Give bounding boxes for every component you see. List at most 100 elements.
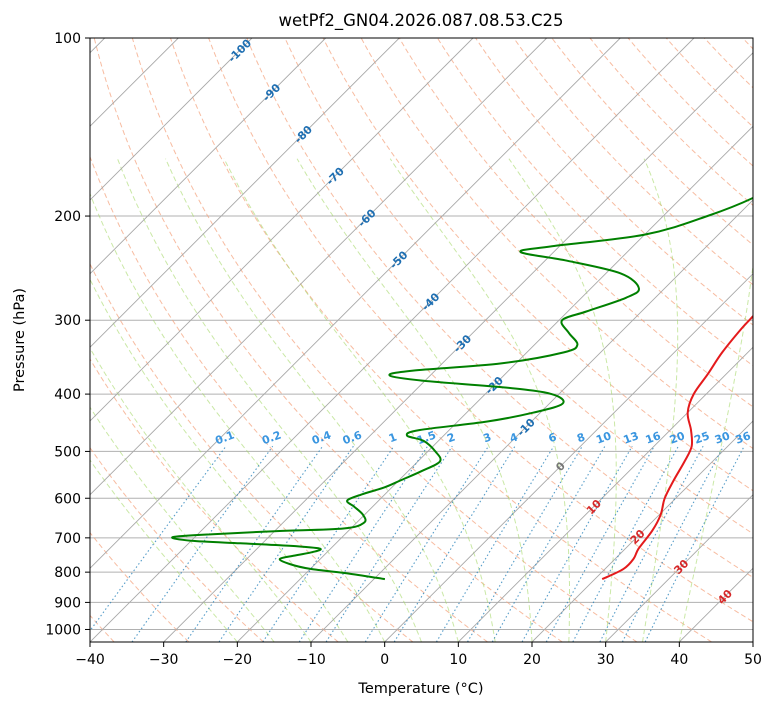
mixing-ratio-line (545, 445, 655, 642)
mixing-ratio-label: 16 (644, 429, 663, 447)
mixing-ratio-line (364, 445, 489, 642)
mixing-ratio-label: 0.1 (213, 429, 236, 448)
y-tick-label: 600 (54, 491, 81, 507)
plot-frame (89, 37, 754, 643)
y-tick-label: 200 (54, 209, 81, 225)
isotherm-line (531, 420, 753, 642)
moist-adiabat (90, 347, 312, 642)
isotherm-line (90, 38, 548, 496)
mixing-ratio-line (644, 445, 745, 642)
moist-adiabats (90, 158, 753, 642)
y-tick-label: 800 (54, 565, 81, 581)
dry-adiabat (284, 38, 753, 535)
mixing-ratio-label: 30 (713, 429, 732, 447)
dry-adiabat (589, 38, 753, 206)
dry-adiabat (475, 38, 753, 326)
isotherm-line (384, 273, 753, 642)
x-tick-label: −40 (75, 652, 105, 668)
mixing-ratio-label: 0.6 (341, 428, 364, 447)
plot-area: 0.1 0.2 0.4 0.6 1 1.5 2 3 4 6 8 10 13 16 20 25 30 36-100-… (90, 36, 753, 642)
moist-adiabat (90, 459, 238, 642)
isotherm-line (678, 567, 753, 642)
x-axis: −40 −30 −20 −10 0 10 20 30 40 50 (75, 642, 762, 668)
y-tick-label: 1000 (45, 622, 81, 638)
x-axis-title: Temperature (°C) (357, 681, 483, 697)
isotherm-label: -50 (387, 248, 410, 271)
chart-title: wetPf2_GN04.2026.087.08.53.C25 (279, 11, 564, 31)
isotherm-line (90, 38, 474, 422)
isotherm-label: 10 (584, 497, 604, 517)
mixing-ratio-line (325, 445, 453, 642)
dry-adiabat (665, 38, 753, 128)
mixing-ratio-label: 0.4 (310, 428, 333, 447)
x-tick-label: −30 (149, 652, 179, 668)
y-tick-label: 400 (54, 387, 81, 403)
moist-adiabat (90, 406, 275, 642)
isotherm-line (90, 38, 253, 201)
mixing-ratio-label: 6 (547, 430, 559, 445)
x-tick-label: −20 (223, 652, 253, 668)
background-labels: 0.1 0.2 0.4 0.6 1 1.5 2 3 4 6 8 10 13 16 20 25 30 36-100-… (213, 36, 753, 607)
x-tick-label: 0 (380, 652, 389, 668)
dry-adiabat (93, 38, 563, 642)
y-axis-title: Pressure (hPa) (12, 288, 28, 392)
x-tick-label: 10 (449, 652, 467, 668)
dry-adiabat (322, 38, 753, 492)
mixing-ratio-line (262, 445, 395, 642)
temperature-profile (601, 314, 753, 581)
x-tick-label: 30 (597, 652, 615, 668)
mixing-ratio-label: 25 (692, 429, 711, 446)
moist-adiabat (223, 158, 496, 642)
y-axis: 100 200 300 400 500 600 700 800 900 1000 (45, 31, 90, 638)
y-tick-label: 500 (54, 444, 81, 460)
isotherm-line (90, 38, 695, 642)
moist-adiabat (117, 158, 422, 642)
isotherm-line (457, 346, 753, 642)
moist-adiabat (508, 158, 617, 642)
mixing-ratio-line (298, 445, 429, 642)
y-tick-label: 900 (54, 595, 81, 611)
mixing-ratio-line (131, 445, 274, 642)
dry-adiabats (90, 38, 753, 642)
isotherm-line (90, 38, 621, 569)
mixing-ratio-label: 4 (508, 430, 520, 445)
isotherm-label: -40 (419, 290, 442, 313)
isotherm-label: 40 (715, 587, 735, 607)
profile-series (171, 196, 753, 581)
dry-adiabat (246, 38, 753, 578)
mixing-ratio-label: 36 (734, 429, 753, 447)
dry-adiabat (90, 358, 339, 642)
moist-adiabat (389, 158, 571, 642)
isotherm-label: -10 (515, 416, 538, 439)
mixing-ratio-line (435, 445, 555, 642)
mixing-ratio-line (185, 445, 324, 642)
mixing-ratio-label: 1 (387, 431, 399, 446)
mixing-ratio-line (572, 445, 679, 642)
mixing-ratio-label: 20 (668, 429, 687, 447)
mixing-ratio-line (621, 445, 724, 642)
mixing-ratio-label: 0.2 (260, 428, 283, 447)
isotherm-line (90, 38, 400, 348)
isotherm-line (752, 641, 753, 642)
dewpoint-profile (171, 196, 753, 581)
isotherm-line (310, 199, 753, 642)
y-tick-label: 700 (54, 531, 81, 547)
dry-adiabat (436, 38, 753, 367)
isotherms (90, 38, 753, 642)
mixing-ratio-label: 1.5 (415, 428, 438, 447)
mixing-ratio-line (393, 445, 516, 642)
isotherm-label: -100 (226, 36, 255, 65)
y-tick-label: 300 (54, 313, 81, 329)
isotherm-line (605, 494, 753, 642)
dry-adiabat (170, 38, 712, 642)
x-tick-label: 40 (670, 652, 688, 668)
mixing-ratio-label: 8 (575, 431, 587, 446)
moist-adiabat (165, 158, 459, 642)
mixing-ratio-line (521, 445, 633, 642)
mixing-ratio-line (599, 445, 704, 642)
dry-adiabat (742, 38, 753, 50)
mixing-ratio-label: 3 (481, 431, 493, 446)
mixing-ratio-line (467, 445, 583, 642)
isotherm-label: -30 (451, 332, 474, 355)
x-tick-label: 20 (523, 652, 541, 668)
